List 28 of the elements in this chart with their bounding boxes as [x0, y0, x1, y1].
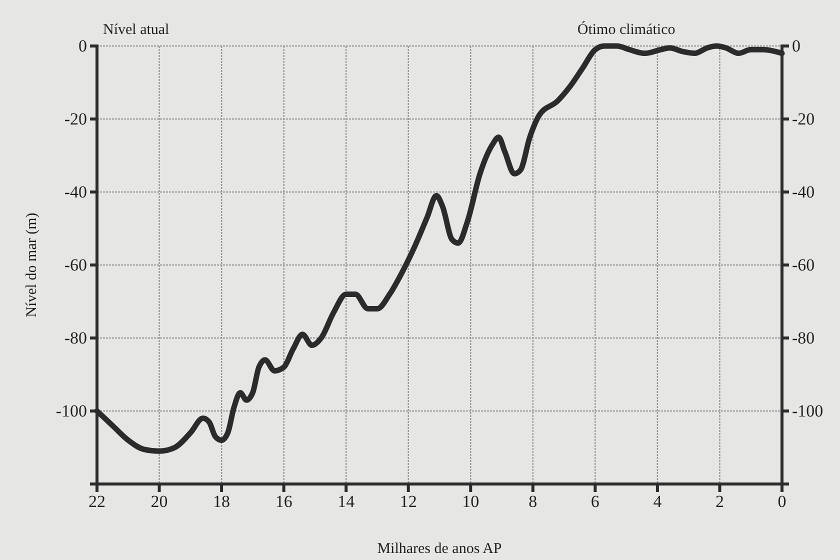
- x-axis-title: Milhares de anos AP: [377, 541, 502, 557]
- y-tick-label: -80: [64, 328, 87, 348]
- y2-tick-label: -40: [792, 182, 815, 202]
- y-tick-label: -40: [64, 182, 87, 202]
- y2-tick-label: 0: [792, 36, 800, 56]
- x-tick-label: 12: [400, 492, 417, 512]
- y-tick-label: -20: [64, 109, 87, 128]
- y2-tick-label: -20: [792, 109, 815, 128]
- y-tick-label: -60: [64, 255, 87, 274]
- x-tick-label: 0: [778, 492, 786, 512]
- y-axis-title: Nível do mar (m): [24, 212, 40, 318]
- x-tick-label: 20: [150, 492, 168, 512]
- y2-tick-label: -60: [792, 255, 815, 274]
- x-tick-label: 14: [338, 492, 356, 512]
- y2-tick-label: -80: [792, 328, 815, 348]
- y-tick-label: -100: [56, 401, 87, 420]
- x-tick-label: 8: [528, 492, 538, 512]
- annotation: Ótimo climático: [577, 21, 676, 38]
- x-tick-label: 10: [462, 492, 480, 512]
- y2-tick-label: -100: [792, 401, 824, 420]
- x-tick-label: 6: [590, 492, 600, 512]
- x-tick-label: 22: [88, 492, 106, 512]
- x-tick-label: 16: [275, 492, 292, 512]
- x-tick-label: 4: [653, 492, 662, 512]
- x-tick-label: 18: [213, 492, 230, 512]
- y-tick-label: 0: [78, 36, 87, 56]
- x-tick-label: 2: [715, 492, 724, 512]
- text: Nível atual: [103, 22, 170, 38]
